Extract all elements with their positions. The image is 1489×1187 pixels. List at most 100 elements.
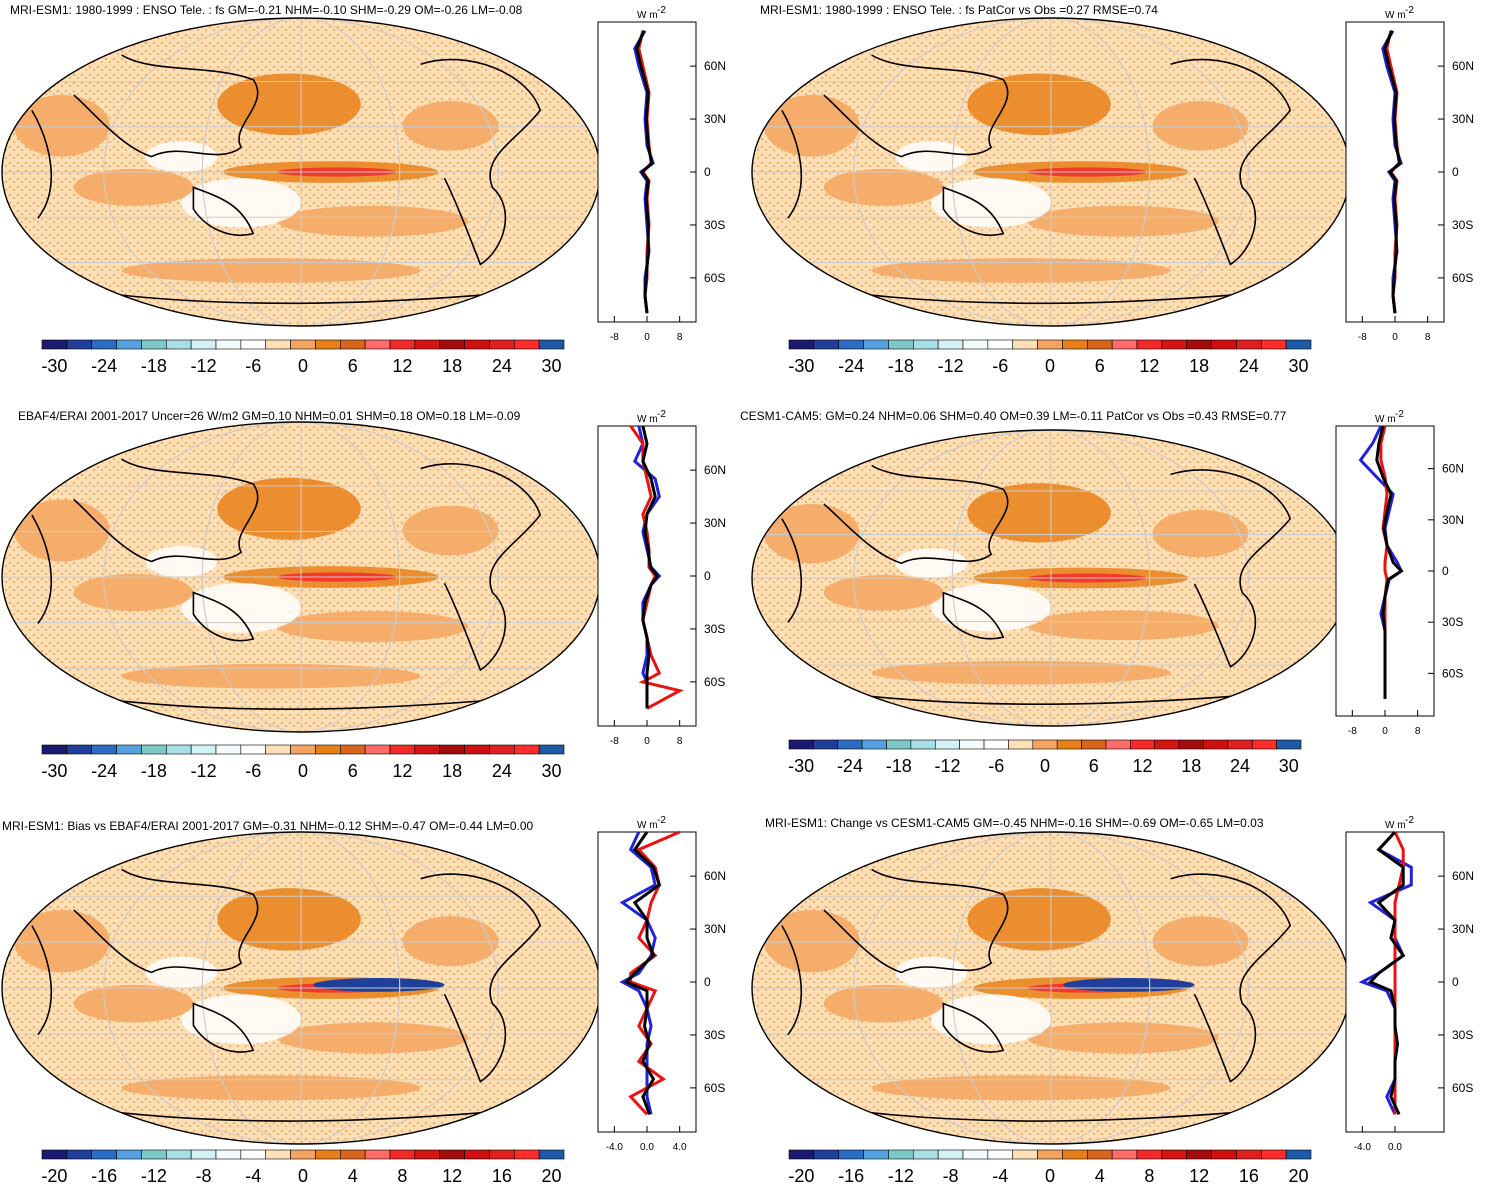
colorbar-label: 20 — [1289, 1166, 1309, 1186]
lat-tick-label: 60S — [704, 1081, 725, 1095]
colorbar-label: -12 — [141, 1166, 167, 1186]
colorbar-swatch — [489, 1149, 515, 1160]
colorbar-swatch — [389, 339, 416, 350]
colorbar-swatch — [414, 744, 441, 755]
lat-tick-label: 0 — [704, 975, 711, 989]
lat-tick-label: 60S — [1442, 666, 1463, 680]
colorbar-swatch — [813, 339, 840, 350]
coastline — [781, 109, 803, 219]
colorbar-label: -24 — [91, 356, 117, 376]
colorbar-swatch — [888, 1149, 914, 1160]
colorbar-label: -18 — [141, 356, 167, 376]
panel-title: MRI-ESM1: 1980-1999 : ENSO Tele. : fs GM… — [10, 3, 523, 17]
colorbar-swatch — [1056, 739, 1082, 750]
colorbar-swatch — [1285, 339, 1312, 350]
colorbar-swatch — [1136, 1149, 1163, 1160]
colorbar-swatch — [190, 1149, 217, 1160]
profile-line-black — [635, 30, 654, 314]
colorbar-swatch — [1012, 1149, 1038, 1160]
colorbar-label: 24 — [492, 356, 512, 376]
colorbar-swatch — [489, 744, 515, 755]
colorbar-swatch — [1260, 1149, 1287, 1160]
coastline — [942, 186, 1005, 236]
colorbar-label: 30 — [1289, 356, 1309, 376]
profile-tick-label: 8 — [1425, 332, 1431, 343]
coastline — [192, 1002, 255, 1053]
colorbar-swatch — [1105, 739, 1131, 750]
zonal-mean-profile: W m -2 60N 30N 0 30S 60S -4.0 0.0 4.0 — [597, 815, 726, 1153]
world-map — [751, 17, 1351, 327]
colorbar-swatch — [389, 1149, 416, 1160]
zonal-mean-profile: W m -2 60N 30N 0 30S 60S -8 0 8 — [1335, 409, 1464, 737]
colorbar-label: 8 — [397, 1166, 407, 1186]
units-label: W m — [637, 820, 658, 831]
colorbar-swatch — [116, 1149, 142, 1160]
colorbar-label: -6 — [988, 756, 1004, 776]
colorbar-label: -16 — [838, 1166, 864, 1186]
colorbar-swatch — [141, 1149, 167, 1160]
colorbar: -30 -24 -18 -12 -6 0 6 12 18 24 30 — [788, 339, 1312, 376]
colorbar-swatch — [538, 339, 565, 350]
units-label: W m — [637, 10, 658, 21]
colorbar-label: -18 — [141, 761, 167, 781]
profile-tick-label: 8 — [677, 332, 683, 343]
lat-tick-label: 0 — [1452, 165, 1459, 179]
colorbar-swatch — [315, 339, 341, 350]
colorbar-swatch — [116, 339, 142, 350]
coastline — [420, 58, 542, 266]
coastline — [1170, 469, 1292, 668]
colorbar-swatch — [41, 744, 68, 755]
colorbar-swatch — [788, 339, 815, 350]
colorbar-swatch — [91, 339, 117, 350]
colorbar-label: -12 — [938, 356, 964, 376]
coastline — [1170, 873, 1292, 1083]
colorbar-swatch — [513, 1149, 540, 1160]
colorbar-swatch — [813, 739, 839, 750]
colorbar-swatch — [439, 1149, 465, 1160]
profile-line-black — [1367, 830, 1406, 1116]
colorbar-swatch — [912, 339, 939, 350]
colorbar-swatch — [414, 339, 441, 350]
colorbar-swatch — [464, 1149, 490, 1160]
colorbar-swatch — [910, 739, 936, 750]
world-map — [1, 831, 601, 1145]
colorbar-label: -30 — [41, 761, 67, 781]
coastline — [121, 294, 481, 305]
colorbar-label: 20 — [542, 1166, 562, 1186]
colorbar-label: 6 — [1089, 756, 1099, 776]
profile-tick-label: -8 — [1348, 726, 1357, 737]
colorbar-label: 4 — [348, 1166, 358, 1186]
colorbar-label: 12 — [1133, 756, 1153, 776]
colorbar-swatch — [1111, 339, 1138, 350]
colorbar-label: 24 — [492, 761, 512, 781]
coastline — [781, 518, 802, 623]
profile-line-black — [1375, 425, 1404, 699]
colorbar-swatch — [339, 744, 366, 755]
colorbar-swatch — [364, 744, 391, 755]
colorbar-swatch — [1236, 339, 1262, 350]
profile-tick-label: -8 — [1358, 332, 1367, 343]
units-exponent: -2 — [657, 5, 666, 16]
coastline — [942, 591, 1005, 640]
profile-tick-label: 0.0 — [1388, 1142, 1402, 1153]
colorbar-label: 6 — [348, 761, 358, 781]
colorbar-swatch — [912, 1149, 939, 1160]
profile-line-black — [641, 425, 660, 709]
profile-tick-label: 4.0 — [673, 1142, 687, 1153]
colorbar-swatch — [364, 1149, 391, 1160]
colorbar-label: 0 — [1045, 356, 1055, 376]
colorbar-label: 18 — [442, 356, 462, 376]
colorbar-swatch — [1032, 739, 1058, 750]
panel-p1: MRI-ESM1: 1980-1999 : ENSO Tele. : fs GM… — [1, 3, 726, 376]
colorbar-label: -6 — [992, 356, 1008, 376]
colorbar-swatch — [1154, 739, 1180, 750]
colorbar-swatch — [265, 1149, 291, 1160]
colorbar-swatch — [240, 1149, 267, 1160]
colorbar-label: -12 — [191, 761, 217, 781]
profile-tick-label: -4.0 — [1354, 1142, 1372, 1153]
coastline — [823, 868, 1009, 974]
coastline — [192, 186, 255, 236]
colorbar-label: 18 — [1181, 756, 1201, 776]
colorbar-swatch — [1111, 1149, 1138, 1160]
colorbar-swatch — [364, 339, 391, 350]
